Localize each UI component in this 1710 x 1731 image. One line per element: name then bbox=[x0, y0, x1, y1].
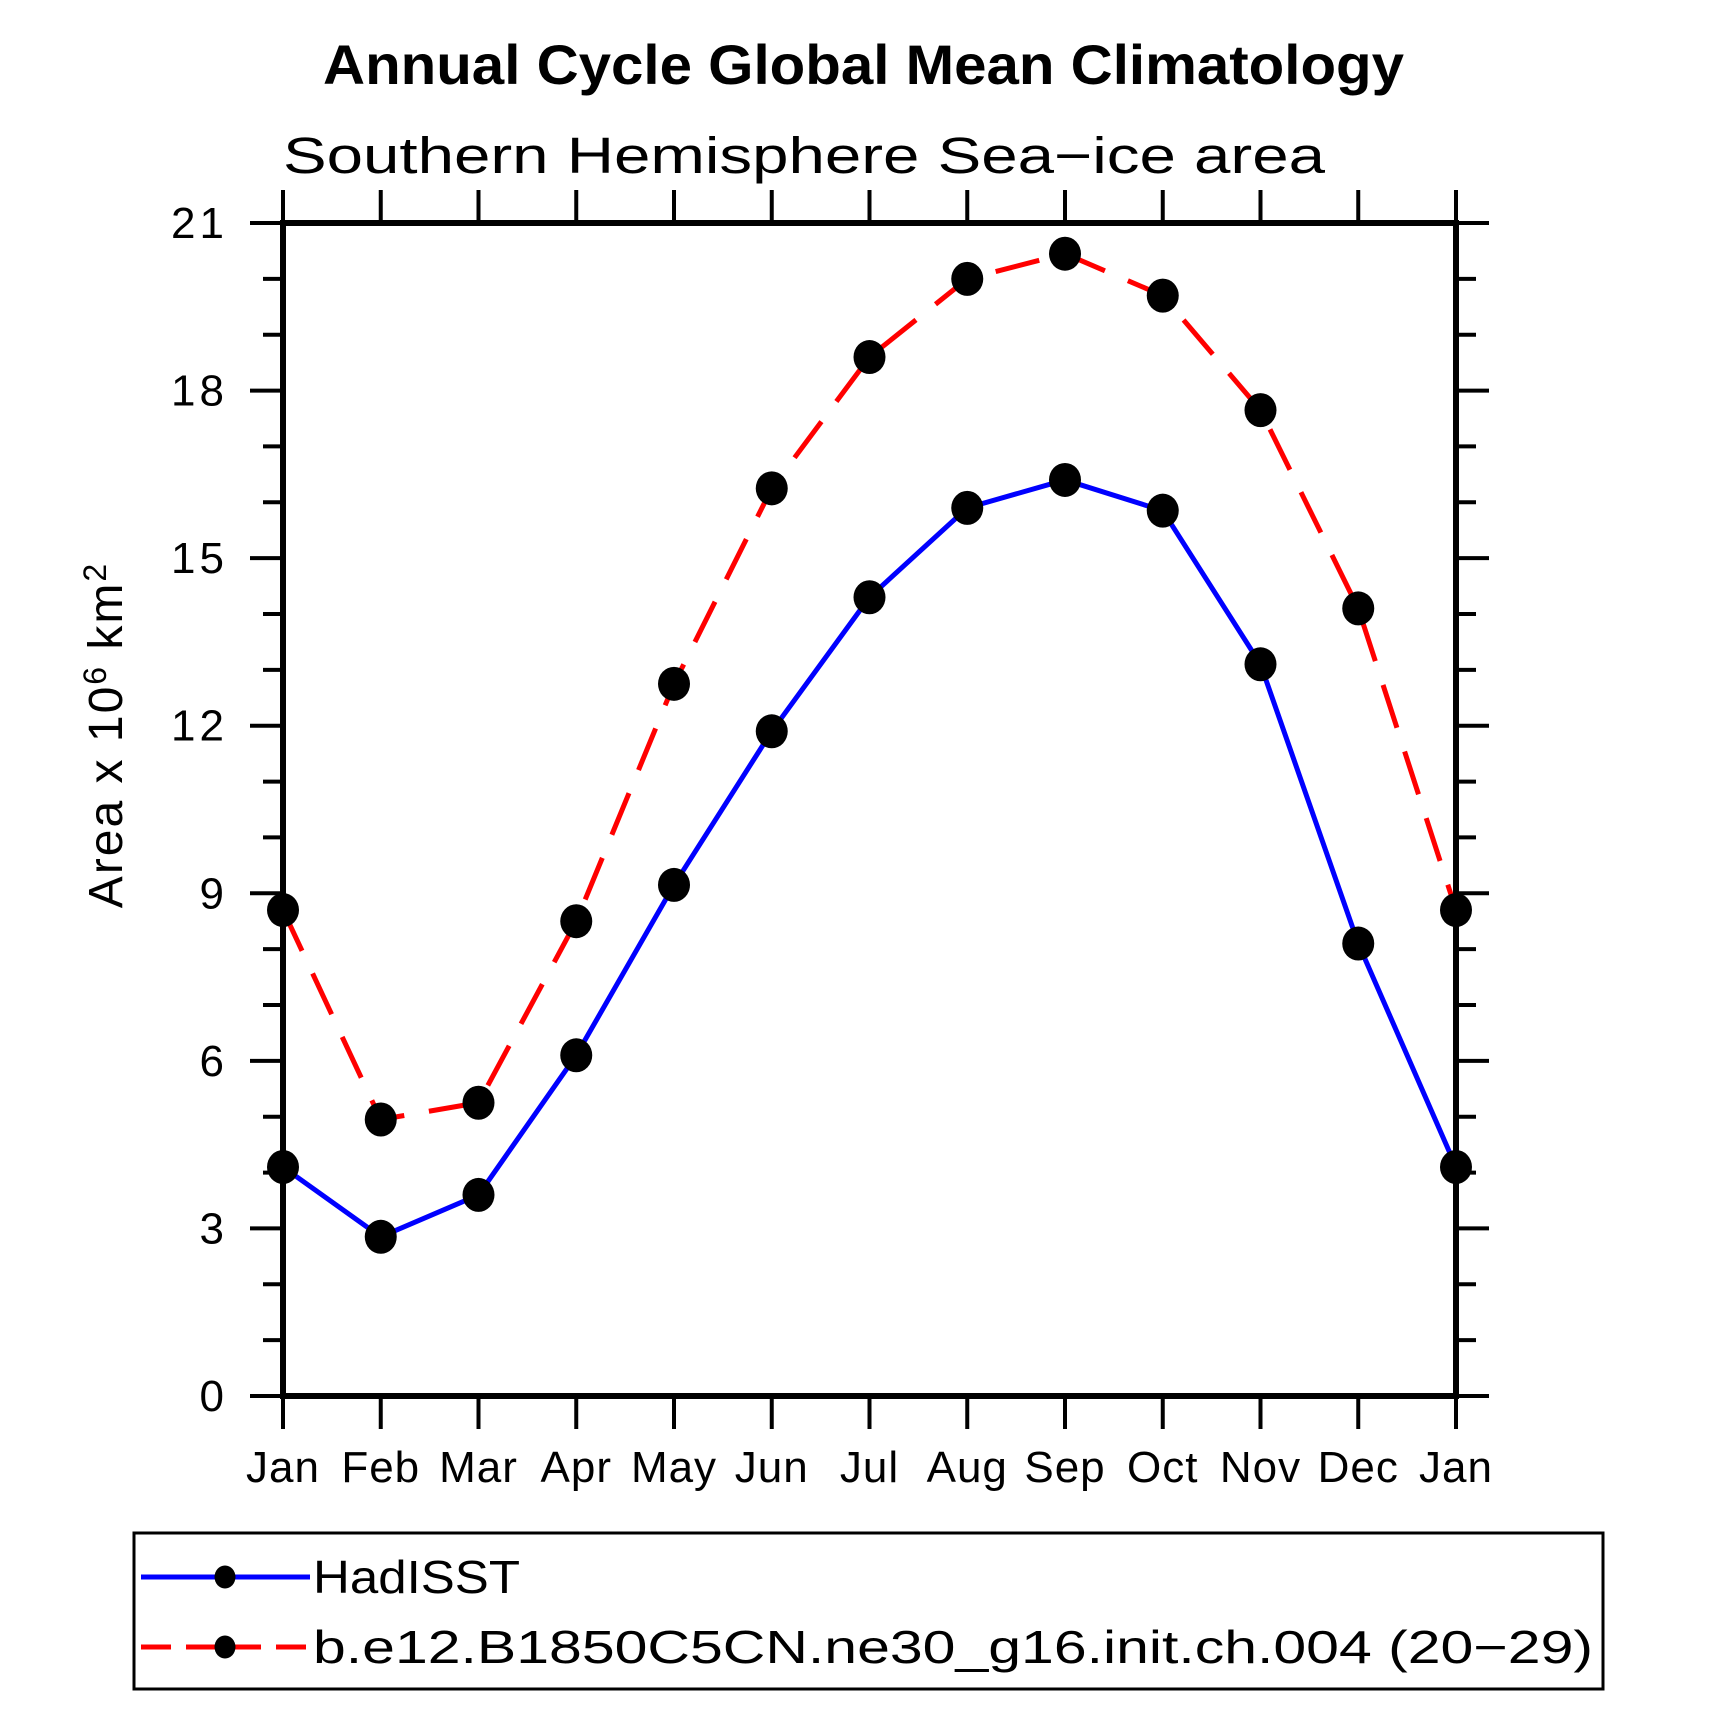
data-point-marker bbox=[267, 1149, 299, 1184]
legend-marker bbox=[214, 1635, 236, 1659]
x-tick-label: Aug bbox=[927, 1443, 1008, 1492]
data-point-marker bbox=[1049, 236, 1081, 271]
x-tick-label: Sep bbox=[1024, 1443, 1105, 1492]
x-tick-label: May bbox=[631, 1443, 717, 1492]
x-tick-label: Jan bbox=[246, 1443, 320, 1492]
y-tick-label: 3 bbox=[200, 1204, 228, 1253]
data-point-marker bbox=[1049, 462, 1081, 497]
data-point-marker bbox=[658, 867, 690, 902]
x-tick-label: Nov bbox=[1220, 1443, 1301, 1492]
data-point-marker bbox=[364, 1102, 397, 1137]
data-point-marker bbox=[560, 1038, 593, 1073]
data-point-marker bbox=[1440, 1149, 1472, 1184]
data-point-marker bbox=[1342, 926, 1375, 961]
data-point-marker bbox=[853, 340, 886, 375]
data-point-marker bbox=[658, 666, 690, 701]
legend-marker bbox=[214, 1565, 236, 1589]
y-tick-label: 15 bbox=[171, 534, 228, 583]
x-tick-label: Oct bbox=[1127, 1443, 1198, 1492]
y-tick-label: 21 bbox=[171, 199, 228, 248]
y-tick-label: 6 bbox=[200, 1037, 228, 1086]
legend-label: HadISST bbox=[313, 1551, 520, 1603]
x-tick-label: Jul bbox=[840, 1443, 899, 1492]
chart-title: Annual Cycle Global Mean Climatology bbox=[323, 33, 1404, 96]
plot-frame bbox=[280, 220, 1459, 1399]
y-tick-label: 12 bbox=[171, 702, 228, 751]
x-tick-label: Dec bbox=[1318, 1443, 1399, 1492]
data-point-marker bbox=[951, 490, 984, 525]
chart-subtitle: Southern Hemisphere Sea−ice area bbox=[283, 127, 1326, 184]
data-point-marker bbox=[462, 1085, 495, 1120]
data-point-marker bbox=[755, 714, 788, 749]
x-tick-label: Jun bbox=[735, 1443, 809, 1492]
data-point-marker bbox=[755, 471, 788, 506]
legend-label: b.e12.B1850C5CN.ne30_g16.init.ch.004 (20… bbox=[313, 1621, 1593, 1673]
x-tick-label: Apr bbox=[541, 1443, 612, 1492]
legend-box bbox=[132, 1531, 1605, 1691]
x-tick-label: Feb bbox=[341, 1443, 420, 1492]
data-point-marker bbox=[1244, 647, 1277, 682]
series-line-model bbox=[280, 251, 1459, 1123]
y-tick-label: 18 bbox=[171, 367, 228, 416]
data-point-marker bbox=[853, 580, 886, 615]
data-point-marker bbox=[267, 893, 299, 928]
data-point-marker bbox=[1146, 278, 1179, 313]
data-point-marker bbox=[1342, 591, 1375, 626]
data-point-marker bbox=[1146, 493, 1179, 528]
data-point-marker bbox=[951, 261, 984, 296]
data-point-marker bbox=[364, 1219, 397, 1254]
data-point-marker bbox=[560, 904, 593, 939]
y-tick-label: 0 bbox=[200, 1372, 228, 1421]
x-tick-label: Mar bbox=[439, 1443, 518, 1492]
data-point-marker bbox=[1244, 393, 1277, 428]
y-axis-label: Area x 106 km2 bbox=[77, 562, 133, 908]
data-point-marker bbox=[1440, 893, 1472, 928]
data-point-marker bbox=[462, 1177, 495, 1212]
x-tick-label: Jan bbox=[1419, 1443, 1493, 1492]
y-tick-label: 9 bbox=[200, 869, 228, 918]
